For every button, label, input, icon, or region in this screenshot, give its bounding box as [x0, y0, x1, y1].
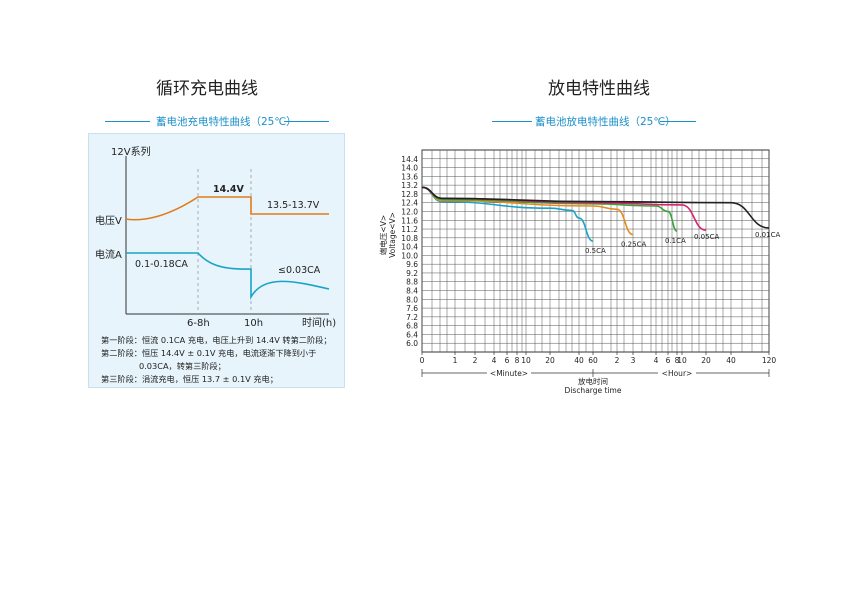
discharge-x-tick-label-15: 10	[677, 356, 687, 365]
charge-section-title: 循环充电曲线	[156, 79, 258, 99]
charge-note-stage-1: 第一阶段：恒流 0.1CA 充电，电压上升到 14.4V 转第二阶段；	[101, 335, 332, 345]
discharge-x-axis-title-cn: 放电时间	[578, 376, 608, 386]
charge-voltage-curve	[125, 196, 329, 221]
discharge-x-tick-label-13: 6	[666, 356, 671, 365]
discharge-y-tick-label-8: 9.2	[406, 269, 418, 278]
discharge-y-tick-label-5: 8.0	[406, 295, 418, 304]
discharge-y-tick-label-13: 11.2	[401, 225, 418, 234]
discharge-y-tick-label-14: 11.6	[401, 216, 418, 225]
discharge-x-tick-label-8: 40	[574, 356, 584, 365]
discharge-y-tick-label-12: 10.8	[401, 234, 418, 243]
discharge-minute-label-bg	[487, 368, 531, 378]
discharge-plot-area	[421, 149, 770, 353]
charge-note-stage-3: 第三阶段：涓流充电，恒压 13.7 ± 0.1V 充电；	[101, 374, 278, 384]
discharge-curve-0.01CA	[421, 186, 770, 229]
discharge-y-tick-label-18: 13.2	[401, 181, 418, 190]
discharge-x-tick-label-18: 120	[762, 356, 777, 365]
discharge-y-tick-label-0: 6.0	[406, 339, 418, 348]
charge-system-label: 12V系列	[111, 145, 151, 158]
discharge-curve-0.5CA	[421, 186, 594, 242]
discharge-subtitle-rule-right	[660, 121, 696, 122]
discharge-y-tick-label-9: 9.6	[406, 260, 418, 269]
discharge-minute-label: <Minute>	[490, 369, 528, 378]
discharge-chart-subtitle: 蓄电池放电特性曲线（25℃）	[535, 116, 676, 128]
discharge-y-axis-title-en: Voltage<V>	[388, 212, 397, 258]
discharge-y-tick-label-10: 10.0	[401, 251, 418, 260]
discharge-x-tick-label-12: 4	[654, 356, 659, 365]
discharge-x-axis-title-en: Discharge time	[565, 386, 622, 395]
discharge-y-tick-label-16: 12.4	[401, 199, 418, 208]
discharge-curve-0.1CA	[421, 186, 678, 233]
charge-subtitle-rule-right	[284, 121, 329, 122]
discharge-y-tick-label-3: 7.2	[406, 313, 418, 322]
discharge-curve-0.25CA	[421, 186, 634, 236]
charge-voltage-peak-label: 14.4V	[213, 184, 244, 195]
discharge-curve-label-0.25CA: 0.25CA	[621, 241, 646, 249]
discharge-y-tick-label-7: 8.8	[406, 278, 418, 287]
discharge-y-tick-label-6: 8.4	[406, 287, 418, 296]
discharge-y-tick-label-20: 14.0	[401, 164, 418, 173]
charge-current-curve	[126, 252, 330, 301]
discharge-y-tick-label-17: 12.8	[401, 190, 418, 199]
charge-x-axis-label: 时间(h)	[302, 316, 336, 329]
discharge-y-tick-label-11: 10.4	[401, 243, 418, 252]
charge-subtitle-rule-left	[105, 121, 150, 122]
discharge-curve-label-0.01CA: 0.01CA	[755, 231, 780, 239]
discharge-y-tick-label-4: 7.6	[406, 304, 418, 313]
discharge-x-tick-label-10: 2	[615, 356, 620, 365]
discharge-x-tick-label-0: 0	[420, 356, 425, 365]
discharge-x-tick-label-7: 20	[545, 356, 555, 365]
discharge-x-tick-label-2: 2	[473, 356, 478, 365]
discharge-y-tick-label-1: 6.4	[406, 330, 418, 339]
discharge-y-tick-label-19: 13.6	[401, 172, 418, 181]
charge-chart-subtitle: 蓄电池充电特性曲线（25℃）	[156, 116, 297, 128]
discharge-y-tick-label-15: 12.0	[401, 207, 418, 216]
discharge-y-tick-label-21: 14.4	[401, 155, 418, 164]
charge-x-tick-6-8h: 6-8h	[187, 318, 210, 329]
discharge-x-tick-label-6: 10	[521, 356, 531, 365]
discharge-y-tick-label-2: 6.8	[406, 322, 418, 331]
discharge-x-tick-label-14: 8	[675, 356, 680, 365]
discharge-hour-label-bg	[658, 368, 696, 378]
charge-voltage-float-label: 13.5-13.7V	[267, 200, 320, 211]
discharge-curve-label-0.05CA: 0.05CA	[694, 233, 719, 241]
charge-note-stage-2-cont: 0.03CA，转第三阶段；	[139, 361, 226, 371]
discharge-x-tick-label-4: 6	[505, 356, 510, 365]
discharge-chart: 6.06.46.87.27.68.08.48.89.29.610.010.410…	[378, 149, 780, 395]
discharge-curve-label-0.5CA: 0.5CA	[585, 247, 606, 255]
discharge-y-axis-title-cn: 端电压<V>	[378, 215, 388, 255]
discharge-x-tick-label-16: 20	[701, 356, 711, 365]
charge-current-series-label: 电流A	[95, 248, 122, 261]
discharge-x-tick-label-17: 40	[726, 356, 736, 365]
charge-current-float-label: ≤0.03CA	[278, 265, 321, 276]
discharge-x-tick-label-3: 4	[492, 356, 497, 365]
discharge-hour-label: <Hour>	[662, 369, 693, 378]
discharge-x-tick-label-5: 8	[515, 356, 520, 365]
charge-note-stage-2: 第二阶段：恒压 14.4V ± 0.1V 充电，电流逐渐下降到小于	[101, 348, 317, 358]
charge-voltage-series-label: 电压V	[95, 214, 122, 227]
discharge-section-title: 放电特性曲线	[548, 79, 650, 99]
discharge-x-tick-label-9: 60	[588, 356, 598, 365]
discharge-x-tick-label-1: 1	[453, 356, 458, 365]
charge-chart-panel: 12V系列时间(h) 6-8h 10h 电压V 14.4V 13.5-13.7V 电流A 0.…	[88, 133, 345, 388]
charge-current-cc-label: 0.1-0.18CA	[135, 259, 188, 270]
discharge-curve-label-0.1CA: 0.1CA	[665, 237, 686, 245]
charge-x-tick-10h: 10h	[244, 318, 263, 329]
discharge-subtitle-rule-left	[492, 121, 532, 122]
discharge-x-tick-label-11: 3	[631, 356, 636, 365]
